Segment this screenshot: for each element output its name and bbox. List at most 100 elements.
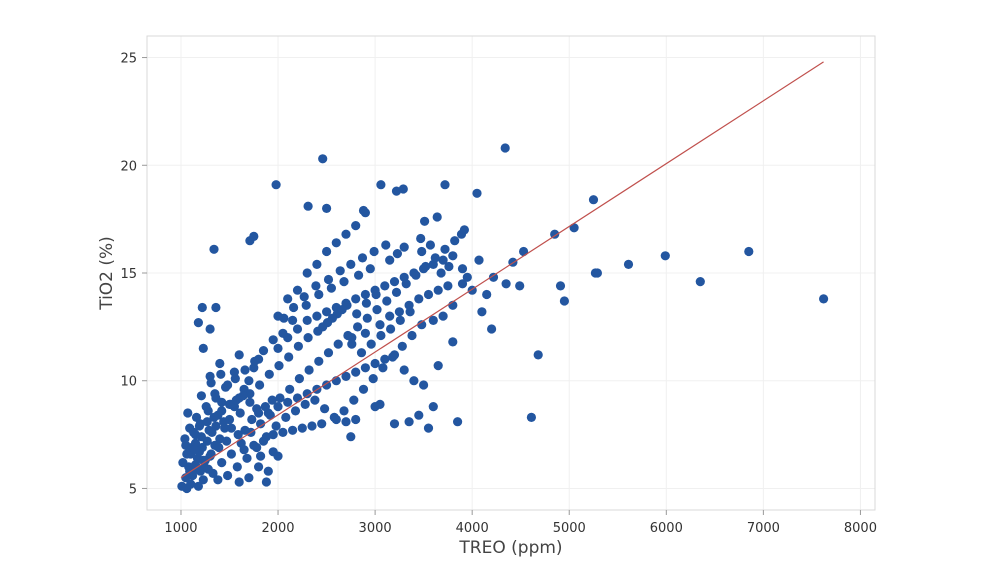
- data-point: [357, 253, 368, 263]
- data-point: [358, 205, 369, 216]
- data-point: [226, 423, 236, 433]
- data-point: [351, 221, 361, 231]
- data-point: [337, 305, 347, 315]
- fit-line: [180, 61, 824, 479]
- data-point: [423, 423, 434, 433]
- data-point: [453, 417, 463, 427]
- data-point: [201, 402, 211, 412]
- x-tick-label: 4000: [456, 521, 489, 536]
- x-tick-label: 1000: [164, 521, 197, 536]
- data-point: [232, 462, 242, 472]
- data-point: [221, 382, 231, 392]
- data-point: [278, 328, 288, 338]
- data-point: [382, 296, 392, 306]
- data-point: [235, 408, 245, 418]
- data-point: [223, 470, 233, 481]
- data-point: [322, 246, 332, 257]
- data-point: [234, 350, 244, 360]
- data-point: [303, 201, 313, 211]
- data-point: [660, 251, 670, 261]
- data-point: [436, 268, 446, 278]
- y-tick-label: 15: [120, 267, 137, 282]
- data-point: [371, 289, 381, 300]
- data-point: [300, 399, 310, 409]
- data-point: [254, 408, 264, 418]
- data-point: [304, 365, 314, 375]
- data-point: [290, 406, 301, 416]
- data-point: [261, 432, 271, 442]
- data-point: [515, 281, 525, 291]
- y-tick-label: 10: [120, 375, 137, 390]
- y-tick-label: 5: [129, 482, 137, 497]
- data-point: [254, 462, 264, 472]
- data-point: [588, 195, 599, 205]
- data-point: [375, 320, 385, 330]
- data-point: [360, 289, 370, 300]
- data-point: [459, 225, 469, 235]
- data-point: [202, 417, 212, 427]
- data-point: [392, 249, 402, 259]
- data-point: [311, 281, 321, 291]
- data-point: [288, 425, 298, 435]
- data-point: [375, 399, 385, 409]
- y-tick-label: 25: [120, 52, 137, 67]
- data-point: [395, 315, 405, 325]
- data-point: [380, 354, 390, 364]
- data-point: [293, 341, 303, 351]
- data-point: [391, 287, 402, 297]
- data-point: [346, 259, 356, 269]
- data-point: [438, 311, 448, 321]
- data-point: [417, 320, 427, 330]
- data-point: [198, 475, 208, 485]
- data-point: [312, 311, 322, 321]
- data-point: [349, 395, 359, 405]
- data-point: [284, 352, 294, 362]
- data-point: [256, 419, 266, 429]
- data-point: [333, 339, 343, 349]
- data-point: [261, 477, 271, 487]
- data-point: [217, 406, 227, 416]
- data-point: [178, 458, 188, 468]
- data-point: [183, 408, 193, 418]
- data-point: [407, 330, 417, 341]
- data-point: [320, 404, 330, 414]
- data-point: [285, 384, 295, 394]
- data-point: [217, 458, 227, 468]
- data-point: [256, 451, 266, 461]
- data-point: [265, 410, 275, 420]
- y-tick-label: 20: [120, 159, 137, 174]
- data-point: [695, 277, 705, 287]
- data-point: [354, 270, 364, 280]
- data-point: [438, 255, 448, 265]
- data-point: [419, 380, 429, 390]
- data-point: [421, 261, 431, 272]
- data-point: [360, 328, 370, 338]
- data-point: [341, 229, 351, 239]
- data-point: [214, 442, 224, 453]
- data-point: [273, 343, 283, 353]
- data-point: [399, 242, 409, 252]
- x-axis-title: TREO (ppm): [458, 538, 562, 558]
- data-point: [213, 475, 223, 485]
- data-point: [457, 264, 468, 274]
- data-point: [417, 246, 427, 257]
- data-point: [352, 309, 362, 319]
- data-point: [428, 315, 438, 325]
- data-point: [819, 294, 829, 304]
- data-point: [411, 270, 421, 280]
- data-point: [252, 442, 262, 453]
- data-point: [198, 455, 208, 465]
- data-point: [450, 236, 460, 246]
- data-point: [433, 361, 443, 371]
- data-point: [474, 255, 484, 265]
- data-point: [281, 412, 291, 422]
- data-point: [385, 255, 395, 265]
- data-point: [238, 391, 248, 401]
- data-point: [198, 343, 208, 353]
- data-point: [193, 318, 203, 328]
- data-point: [303, 333, 313, 343]
- data-point: [267, 395, 277, 405]
- data-point: [189, 427, 199, 437]
- data-point: [224, 399, 235, 409]
